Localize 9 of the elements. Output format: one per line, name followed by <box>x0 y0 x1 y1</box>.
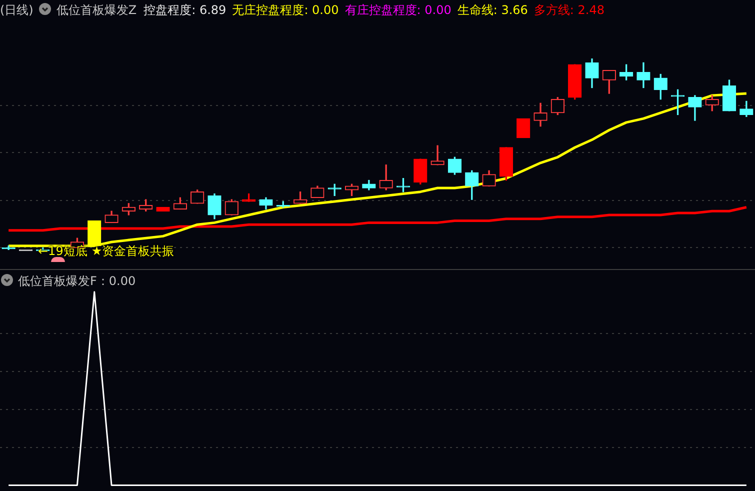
chart-title: (日线) <box>0 3 34 17</box>
text: 生命线: 3.66 <box>457 3 528 17</box>
text: 多方线: 2.48 <box>534 3 604 17</box>
chart-subtitle: 低位首板爆发Z <box>56 3 137 17</box>
annotation: ★资金首板共振 <box>91 244 174 258</box>
text: 有庄控盘程度: 0.00 <box>344 3 452 17</box>
chart-title: 低位首板爆发F：0.00 <box>18 274 136 288</box>
text: 控盘程度: 6.89 <box>144 3 226 17</box>
text: 无庄控盘程度: 0.00 <box>232 3 339 17</box>
